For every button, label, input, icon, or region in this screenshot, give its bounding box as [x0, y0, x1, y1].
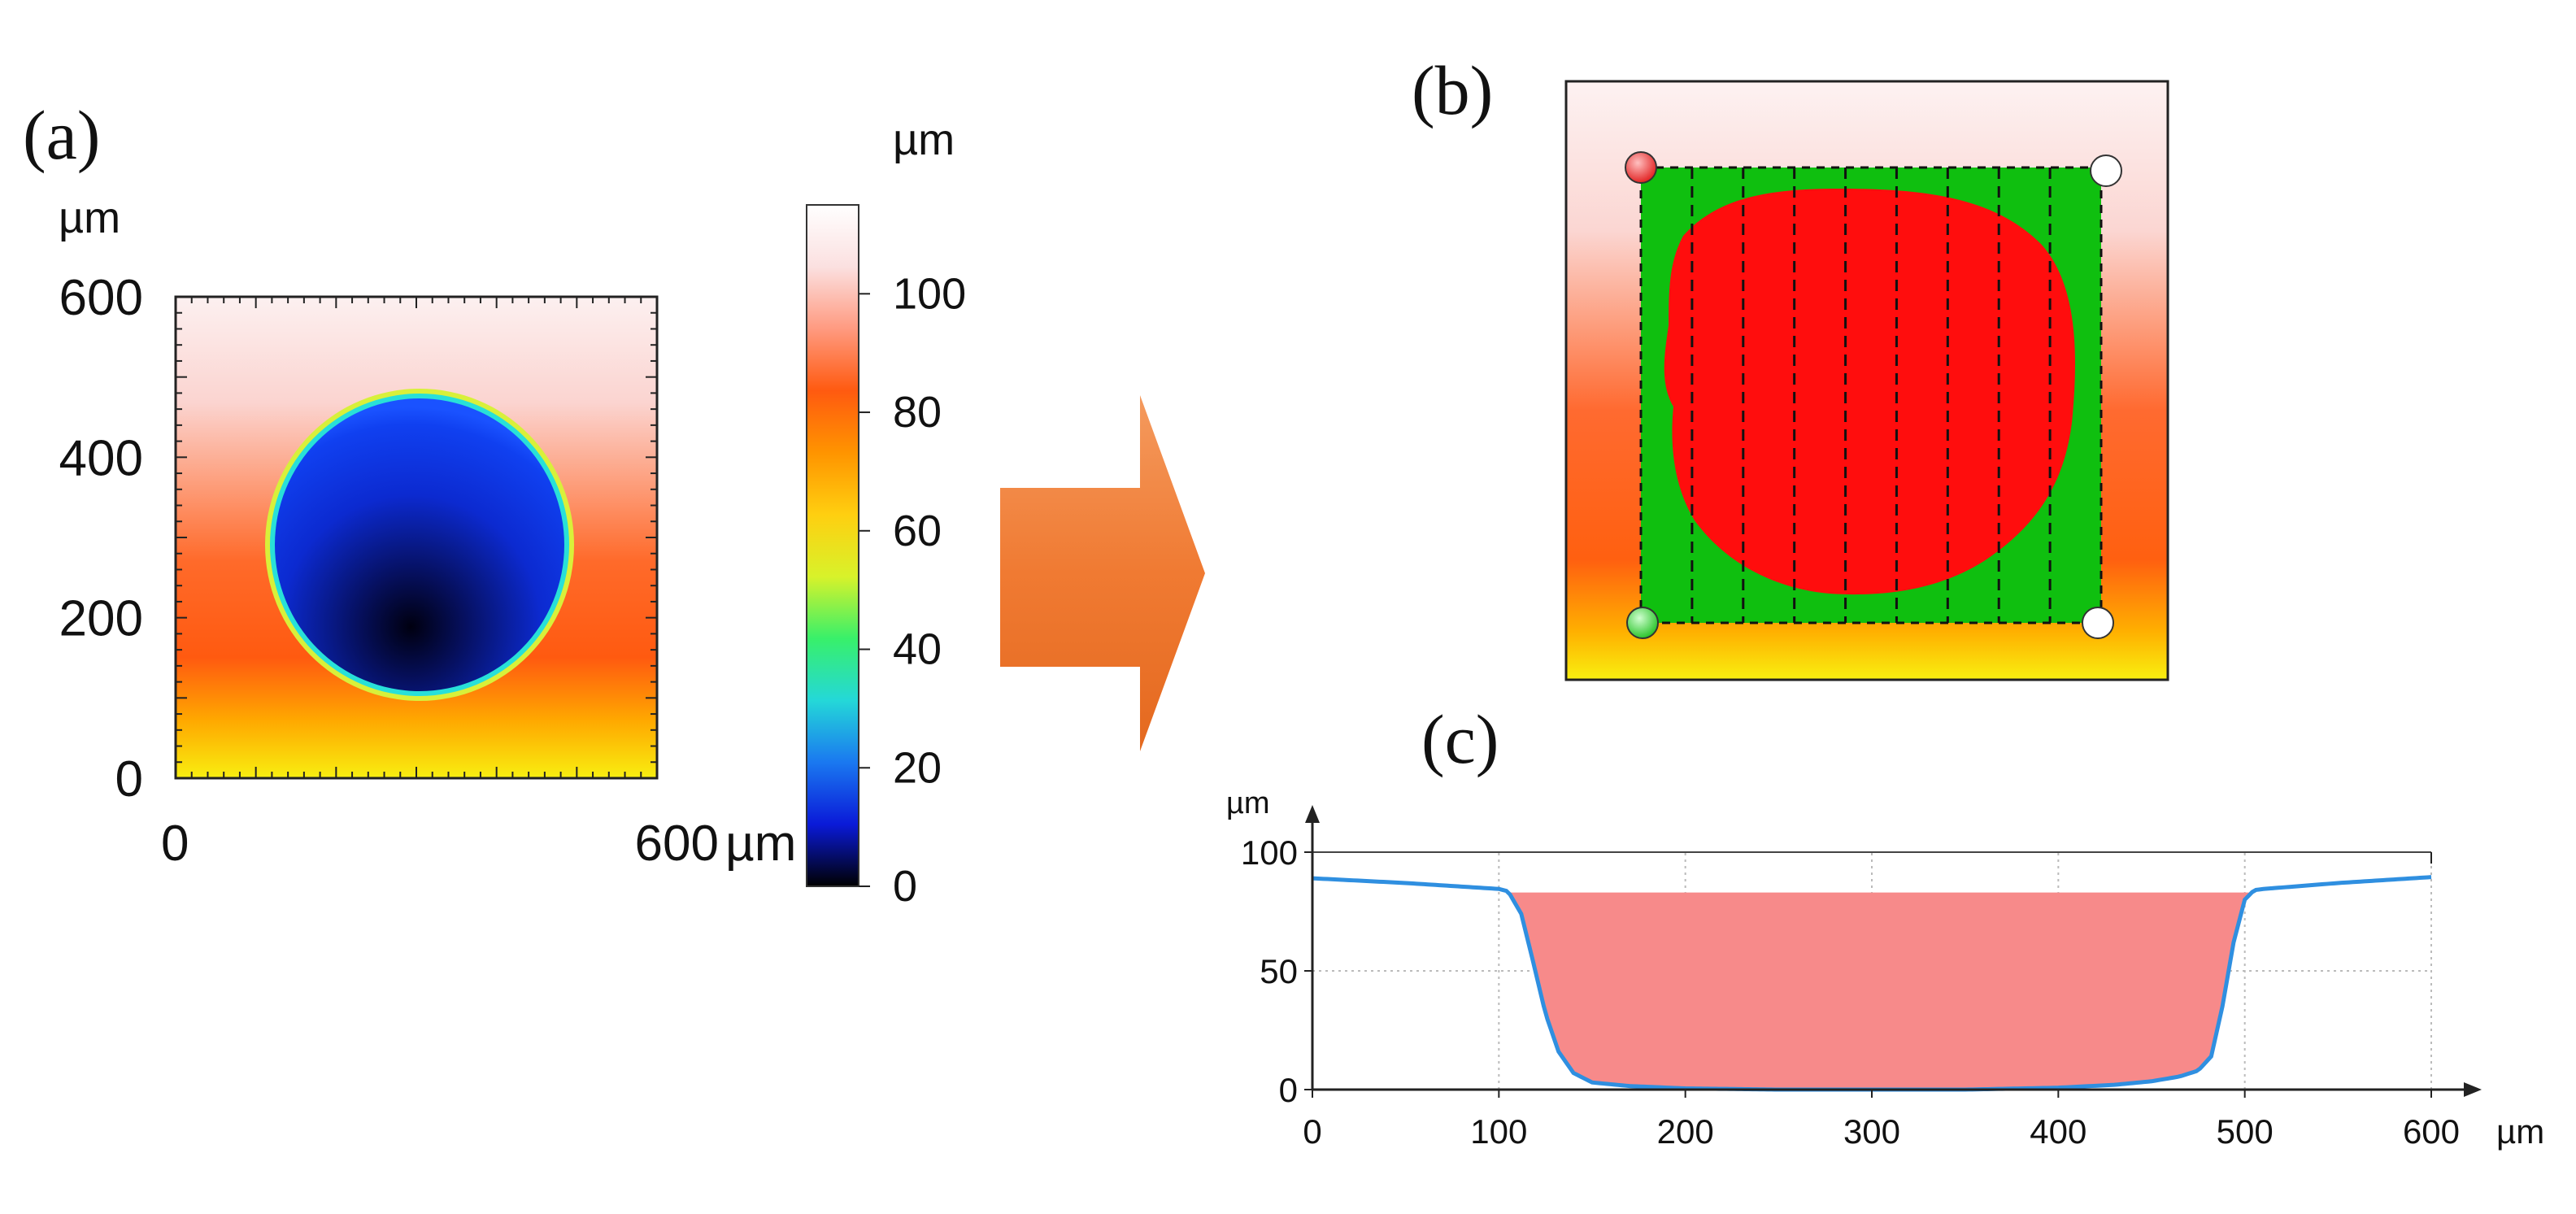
y-tick-labels-a: 0 200 400 600 [59, 270, 143, 807]
colorbar-tick-label: 0 [893, 862, 917, 911]
y-axis-arrow [1305, 805, 1320, 823]
colorbar-unit: µm [893, 115, 955, 164]
x-tick-label: 600 [2403, 1112, 2460, 1151]
colorbar-tick-label: 80 [893, 388, 942, 437]
colorbar [806, 204, 859, 887]
x-tick-labels-c: 0 100 200 300 400 500 600 [1303, 1090, 2460, 1151]
colorbar-ticks: 0 20 40 60 80 100 [859, 269, 966, 911]
transition-arrow [1000, 395, 1205, 751]
corner-handle-bottom-left[interactable] [1626, 607, 1659, 639]
y-tick-label: 600 [59, 270, 143, 326]
y-tick-label: 50 [1260, 952, 1298, 990]
x-tick-label: 400 [2030, 1112, 2086, 1151]
x-tick-label: 0 [161, 816, 189, 872]
panel-b-label: (b) [1412, 51, 1493, 129]
x-tick-label: 0 [1303, 1112, 1321, 1151]
y-tick-label: 400 [59, 430, 143, 486]
profile-chart-c: 0 100 200 300 400 500 600 0 50 100 µm µm [1226, 786, 2544, 1151]
y-tick-labels-c: 0 50 100 [1241, 833, 1312, 1109]
x-tick-label: 600 [635, 816, 719, 872]
corner-handle-bottom-right[interactable] [2082, 607, 2114, 639]
selection-border [1639, 166, 2103, 624]
y-tick-label: 100 [1241, 833, 1298, 872]
axis-y-unit-c: µm [1226, 786, 1270, 820]
x-tick-label: 200 [1657, 1112, 1714, 1151]
corner-handle-top-right[interactable] [2090, 154, 2122, 187]
x-tick-labels-a: 0 600 [161, 816, 719, 872]
pit-depression [275, 398, 564, 691]
selection-view-b [1564, 80, 2169, 681]
corner-handle-top-left[interactable] [1625, 151, 1657, 184]
x-tick-label: 500 [2217, 1112, 2274, 1151]
colorbar-tick-label: 20 [893, 743, 942, 792]
x-tick-label: 300 [1843, 1112, 1900, 1151]
colorbar-tick-label: 100 [893, 269, 966, 318]
x-tick-label: 100 [1470, 1112, 1527, 1151]
profile-axes [1305, 805, 2482, 1097]
colorbar-tick-label: 40 [893, 625, 942, 674]
y-tick-label: 200 [59, 591, 143, 647]
heatmap-minor-ticks [175, 296, 658, 779]
panel-a-label: (a) [23, 96, 100, 174]
axis-y-unit-a: µm [59, 194, 120, 242]
y-tick-label: 0 [115, 751, 143, 807]
panel-c-label: (c) [1421, 700, 1499, 778]
x-axis-arrow [2464, 1082, 2482, 1097]
heatmap-a [174, 295, 659, 780]
profile-filled-area [1508, 892, 2255, 1090]
axis-x-unit-c: µm [2496, 1112, 2544, 1151]
profile-lines [1690, 168, 2052, 623]
colorbar-tick-label: 60 [893, 507, 942, 555]
y-tick-label: 0 [1279, 1071, 1298, 1109]
axis-x-unit-a: µm [725, 816, 796, 872]
pit-selected-area [1664, 189, 2076, 595]
